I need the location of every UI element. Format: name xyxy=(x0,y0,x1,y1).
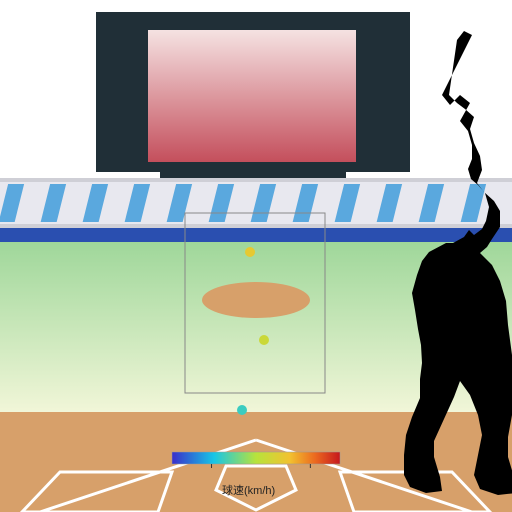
pitch-marker xyxy=(245,247,255,257)
speed-colorbar xyxy=(172,452,340,464)
pitchers-mound xyxy=(202,282,310,318)
colorbar-title: 球速(km/h) xyxy=(222,482,275,498)
pitch-marker xyxy=(237,405,247,415)
pitch-marker xyxy=(259,335,269,345)
pitch-location-chart: 100150 球速(km/h) xyxy=(0,0,512,512)
outfield-wall xyxy=(0,228,512,242)
chart-svg xyxy=(0,0,512,512)
scoreboard-screen xyxy=(148,30,356,162)
